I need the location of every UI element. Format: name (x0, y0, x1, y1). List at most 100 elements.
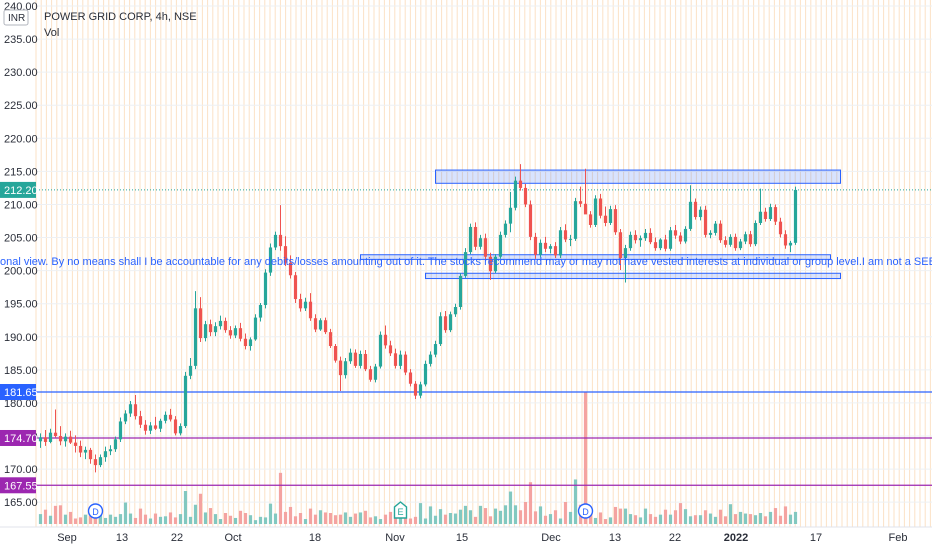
candle-body (153, 425, 158, 429)
candle-body (483, 238, 488, 257)
dividend-marker (87, 503, 104, 519)
candle-body (743, 234, 748, 242)
volume-bar (408, 518, 413, 524)
volume-bar (568, 511, 573, 524)
time-axis[interactable]: Sep 13 22 Oct 18 Nov 15 Dec 13 22 2022 17 Feb (0, 526, 932, 550)
volume-bar (133, 517, 138, 524)
candle-body (633, 234, 638, 241)
volume-bar (598, 512, 603, 524)
volume-bar (733, 514, 738, 524)
volume-bar (218, 519, 223, 524)
volume-bar (753, 515, 758, 524)
event-marker-label: E (397, 507, 403, 517)
volume-bar (573, 479, 578, 524)
candle-body (83, 449, 88, 453)
candle-body (193, 308, 198, 366)
volume-bar (233, 517, 238, 524)
volume-bar (48, 515, 53, 524)
volume-bar (128, 513, 133, 524)
candle-body (273, 234, 278, 248)
volume-bar (388, 511, 393, 524)
volume-bar (258, 516, 263, 524)
volume-bar (613, 506, 618, 524)
candle-body (383, 334, 388, 346)
candlesticks (38, 164, 798, 473)
time-tick-label: Dec (541, 532, 561, 544)
candle-body (593, 198, 598, 225)
volume-bar (483, 508, 488, 524)
horizontal-levels[interactable] (36, 189, 932, 486)
volume-bar (103, 517, 108, 524)
time-tick-label: 15 (456, 532, 468, 544)
candle-body (658, 239, 663, 249)
time-tick-label: Sep (57, 532, 77, 544)
candle-body (663, 239, 668, 249)
volume-bar (623, 508, 628, 524)
time-tick-label: 13 (609, 532, 621, 544)
time-tick-label: 18 (309, 532, 321, 544)
candle-body (208, 324, 213, 333)
volume-bar (618, 508, 623, 524)
volume-bar (648, 514, 653, 524)
volume-bar (163, 516, 168, 524)
volume-bar (378, 519, 383, 524)
candle-body (103, 451, 108, 458)
volume-bar (518, 510, 523, 524)
time-tick-label: 17 (810, 532, 822, 544)
candle-body (728, 236, 733, 245)
volume-bar (248, 515, 253, 524)
candle-body (328, 332, 333, 347)
candle-body (48, 432, 53, 442)
volume-bar (123, 502, 128, 524)
candle-body (493, 256, 498, 272)
candle-body (118, 421, 123, 440)
volume-bar (363, 510, 368, 524)
candle-body (523, 187, 528, 205)
candle-body (53, 432, 58, 436)
volume-bar (308, 508, 313, 524)
volume-bar (348, 516, 353, 524)
volume-bar (728, 504, 733, 524)
volume-bar (223, 513, 228, 524)
volume-bar (173, 517, 178, 524)
candle-body (608, 209, 613, 223)
volume-bar (53, 505, 58, 524)
candle-body (438, 316, 443, 345)
candle-body (503, 223, 508, 235)
candle-body (203, 324, 208, 339)
volume-bar (513, 505, 518, 524)
candle-body (723, 240, 728, 245)
volume-bar (708, 513, 713, 524)
candle-body (303, 301, 308, 309)
price-tick-label: 190.00 (4, 332, 38, 344)
volume-bar (633, 515, 638, 524)
candle-body (343, 361, 348, 376)
volume-bar (493, 508, 498, 524)
volume-indicator-label[interactable]: Vol (44, 27, 59, 39)
candle-body (198, 308, 203, 339)
candle-body (168, 414, 173, 420)
candle-body (458, 275, 463, 307)
candle-body (333, 346, 338, 361)
currency-badge[interactable] (3, 9, 29, 26)
candle-body (783, 234, 788, 246)
candle-body (588, 214, 593, 225)
candle-body (448, 314, 453, 331)
volume-bar (473, 516, 478, 524)
volume-bar (643, 508, 648, 524)
volume-bar (113, 516, 118, 524)
candle-body (648, 232, 653, 243)
volume-bar (608, 517, 613, 524)
price-tick-label: 195.00 (4, 299, 38, 311)
candle-body (508, 207, 513, 224)
price-tick-label: 165.00 (4, 497, 38, 509)
volume-bar (323, 512, 328, 524)
volume-bar (328, 513, 333, 524)
volume-bar (228, 515, 233, 524)
volume-bar (443, 514, 448, 524)
candle-body (93, 459, 98, 466)
price-zones[interactable] (360, 169, 841, 280)
